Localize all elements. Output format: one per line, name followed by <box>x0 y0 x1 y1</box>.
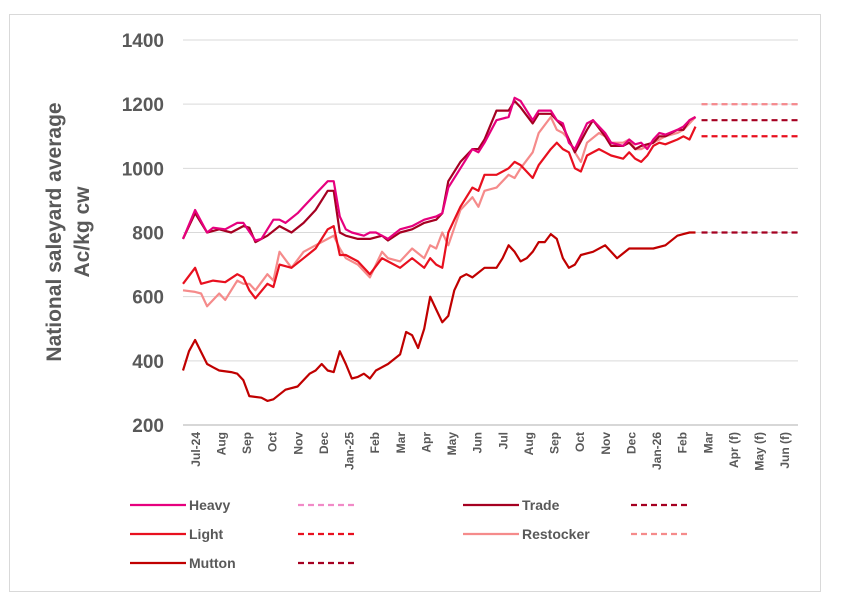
x-tick-label: Feb <box>368 432 382 453</box>
y-tick-label: 800 <box>132 224 164 245</box>
series-line-mutton <box>181 231 696 402</box>
x-tick-label: Mar <box>701 432 715 454</box>
y-tick-label: 600 <box>132 288 164 309</box>
x-tick-label: Dec <box>317 432 331 454</box>
gridlines <box>183 39 798 362</box>
x-tick-label: Aug <box>522 432 536 455</box>
y-axis-ticks: 200 400 600 800 1000 1200 1400 <box>122 31 164 437</box>
y-tick-label: 1000 <box>122 159 164 180</box>
y-axis-label-line2: Ac/kg cw <box>71 186 94 278</box>
series-line-trade <box>182 99 697 244</box>
series-line-restocker <box>182 115 697 308</box>
legend-label-mutton: Mutton <box>189 555 236 571</box>
legend-label-light: Light <box>189 526 224 542</box>
x-tick-label: May <box>445 432 459 456</box>
series-lines <box>181 96 697 402</box>
chart-frame <box>9 14 821 592</box>
x-tick-label: May (f) <box>753 432 767 471</box>
x-tick-label: Dec <box>624 432 638 454</box>
x-tick-label: Mar <box>394 432 408 454</box>
x-tick-label: Jan-25 <box>343 432 357 470</box>
x-tick-label: Jan-26 <box>650 432 664 470</box>
x-tick-label: Oct <box>573 432 587 452</box>
x-tick-label: Apr <box>419 432 433 453</box>
x-tick-label: Sep <box>240 432 254 454</box>
x-tick-label: Sep <box>548 432 562 454</box>
legend: Heavy Light Mutton Trade Restocker <box>130 497 687 571</box>
legend-label-heavy: Heavy <box>189 497 230 513</box>
x-tick-label: Jul-24 <box>189 432 203 467</box>
x-tick-label: Aug <box>214 432 228 455</box>
y-tick-label: 1200 <box>122 95 164 116</box>
y-tick-label: 200 <box>132 416 164 437</box>
y-tick-label: 1400 <box>122 31 164 52</box>
x-tick-label: Jul <box>496 432 510 449</box>
legend-label-restocker: Restocker <box>522 526 590 542</box>
series-line-heavy <box>181 96 697 242</box>
legend-label-trade: Trade <box>522 497 560 513</box>
x-tick-label: Jun (f) <box>778 432 792 469</box>
x-tick-label: Oct <box>266 432 280 452</box>
x-tick-label: Apr (f) <box>727 432 741 468</box>
forecast-lines <box>701 103 798 234</box>
y-tick-label: 400 <box>132 352 164 373</box>
x-axis-ticks: Jul-24 Aug Sep Oct Nov Dec Jan-25 Feb Mar Apr May J… <box>189 432 792 471</box>
y-axis-label-line1: National saleyard average <box>43 102 66 361</box>
x-tick-label: Jun <box>471 432 485 453</box>
x-tick-label: Feb <box>676 432 690 453</box>
series-line-light <box>182 126 697 300</box>
x-tick-label: Nov <box>599 432 613 455</box>
x-tick-label: Nov <box>291 432 305 455</box>
